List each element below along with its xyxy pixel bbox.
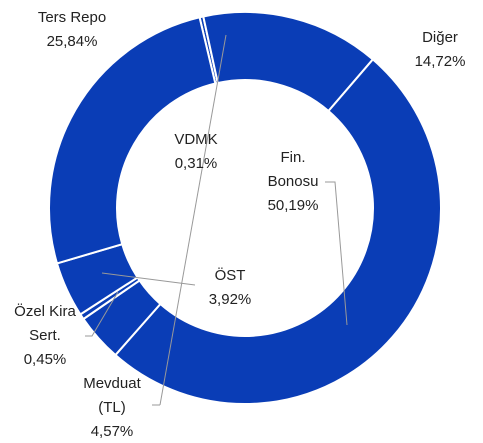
leader-line — [85, 291, 119, 337]
slice — [48, 16, 217, 265]
category-label: Mevduat (TL) — [83, 375, 141, 416]
value-label: 4,57% — [90, 423, 134, 440]
slice — [113, 58, 442, 405]
leader-lines — [85, 34, 348, 406]
value-label: 14,72% — [414, 53, 466, 70]
leader-line — [159, 34, 227, 406]
slice-label: Ters Repo 25,84% — [27, 6, 117, 54]
category-label: Diğer — [422, 29, 458, 46]
category-label: Fin. Bonosu — [267, 149, 319, 190]
category-label: Ters Repo — [37, 9, 107, 26]
value-label: 25,84% — [46, 33, 98, 50]
leader-line — [101, 272, 196, 286]
value-label: 50,19% — [267, 197, 319, 214]
value-label: 0,31% — [174, 155, 218, 172]
slice-label: Fin. Bonosu 50,19% — [258, 146, 328, 218]
leader-line — [325, 181, 348, 326]
value-label: 3,92% — [208, 291, 252, 308]
category-label: VDMK — [174, 131, 218, 148]
slice-label: VDMK 0,31% — [166, 128, 226, 176]
slice-label: Mevduat (TL) 4,57% — [72, 372, 152, 443]
slices — [48, 11, 442, 405]
slice-label: Özel Kira Sert. 0,45% — [0, 300, 90, 372]
category-label: Özel Kira Sert. — [14, 303, 76, 344]
value-label: 0,45% — [23, 351, 67, 368]
slice-label: ÖST 3,92% — [200, 264, 260, 312]
category-label: ÖST — [214, 267, 246, 284]
slice-label: Diğer 14,72% — [405, 26, 475, 74]
